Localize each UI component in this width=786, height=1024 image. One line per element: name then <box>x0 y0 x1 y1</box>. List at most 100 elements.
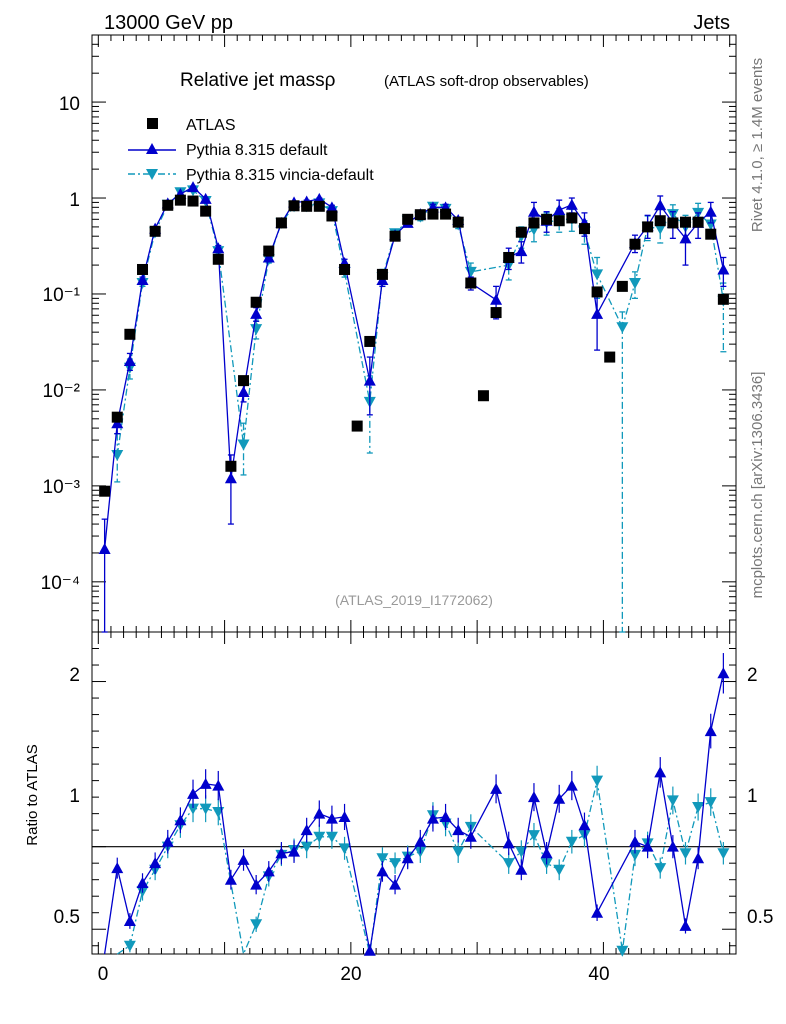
default-ratio-point <box>692 852 705 864</box>
legend-label-atlas: ATLAS <box>186 117 236 134</box>
y-tick-label: 10⁻⁴ <box>41 573 80 594</box>
default-ratio-point <box>275 847 288 859</box>
vincia-point <box>616 322 629 334</box>
axis-ticks <box>92 34 736 954</box>
side-label-top: Rivet 4.1.0, ≥ 1.4M events <box>749 58 766 232</box>
default-ratio-point <box>654 766 667 778</box>
atlas-point <box>515 226 527 238</box>
legend-marker-vincia <box>146 169 158 180</box>
atlas-point <box>212 253 224 265</box>
vincia-ratio-point <box>313 831 326 843</box>
default-point <box>111 417 124 429</box>
vincia-ratio-point <box>376 853 389 865</box>
atlas-point <box>591 286 603 298</box>
ratio-y-tick-labels-left: 0.5 1 2 <box>54 665 80 928</box>
default-ratio-point <box>540 847 553 859</box>
x-tick-labels: 0 20 40 <box>98 964 610 985</box>
watermark: (ATLAS_2019_I1772062) <box>335 592 493 608</box>
vincia-ratio-point <box>452 846 465 858</box>
ratio-tick-label: 1 <box>747 786 758 807</box>
default-ratio-point <box>389 878 402 890</box>
default-ratio-point <box>717 667 730 679</box>
vincia-ratio-point <box>187 803 200 815</box>
default-ratio-point <box>591 906 604 918</box>
default-point <box>98 542 111 554</box>
vincia-ratio-point <box>628 849 641 861</box>
default-point <box>123 355 136 367</box>
default-ratio-point <box>527 791 540 803</box>
vincia-ratio-point <box>692 802 705 814</box>
vincia-ratio-point <box>250 919 263 931</box>
default-ratio-point <box>502 837 515 849</box>
ratio-tick-label: 0.5 <box>54 907 80 928</box>
default-point <box>136 273 149 285</box>
default-ratio-point <box>174 814 187 826</box>
default-ratio-point <box>628 835 641 847</box>
chart-subtitle: (ATLAS soft-drop observables) <box>384 73 589 90</box>
atlas-point <box>578 223 590 235</box>
atlas-point <box>162 199 174 211</box>
default-ratio-point <box>161 835 174 847</box>
atlas-point <box>174 194 186 206</box>
chart-title: Relative jet massρ <box>180 70 336 91</box>
default-ratio-point <box>224 873 237 885</box>
default-ratio-point <box>313 807 326 819</box>
x-tick-label: 40 <box>588 964 609 985</box>
atlas-point <box>465 277 477 289</box>
atlas-point <box>200 205 212 217</box>
vincia-ratio-point <box>502 858 515 870</box>
default-ratio-point <box>111 862 124 874</box>
y-tick-label: 10 <box>59 94 80 115</box>
atlas-point <box>301 200 313 212</box>
side-label-bottom: mcplots.cern.ch [arXiv:1306.3436] <box>749 372 766 599</box>
atlas-point <box>250 296 262 308</box>
vincia-ratio-point <box>704 797 717 809</box>
atlas-point <box>616 280 628 292</box>
default-point <box>325 201 338 213</box>
default-ratio-point <box>199 777 212 789</box>
ratio-tick-label: 2 <box>747 665 758 686</box>
vincia-point <box>704 219 717 231</box>
vincia-point <box>628 278 641 290</box>
atlas-point <box>642 221 654 233</box>
default-ratio-point <box>666 840 679 852</box>
default-point <box>527 205 540 217</box>
x-tick-label: 0 <box>98 964 109 985</box>
atlas-point <box>402 213 414 225</box>
vincia-ratio-point <box>616 945 629 957</box>
header-left: 13000 GeV pp <box>104 12 233 34</box>
default-point <box>250 307 263 319</box>
vincia-ratio-point <box>199 803 212 815</box>
default-point <box>212 242 225 254</box>
legend: ATLAS Pythia 8.315 default Pythia 8.315 … <box>128 117 374 184</box>
default-ratio-point <box>704 725 717 737</box>
y-tick-label: 1 <box>69 190 80 211</box>
atlas-point <box>124 328 136 340</box>
atlas-point <box>339 263 351 275</box>
atlas-point <box>351 420 363 432</box>
vincia-ratio-point <box>325 831 338 843</box>
default-point <box>704 205 717 217</box>
atlas-point <box>477 390 489 402</box>
vincia-ratio-point <box>123 940 136 952</box>
vincia-ratio-point <box>654 863 667 875</box>
atlas-point <box>137 263 149 275</box>
default-ratio-point <box>300 824 313 836</box>
default-ratio-point <box>250 878 263 890</box>
default-point <box>591 307 604 319</box>
legend-marker-default <box>146 143 158 154</box>
atlas-point <box>566 212 578 224</box>
atlas-point <box>452 216 464 228</box>
atlas-point <box>364 335 376 347</box>
default-ratio-point <box>426 812 439 824</box>
atlas-point <box>99 485 111 497</box>
atlas-point <box>326 210 338 222</box>
default-point <box>717 263 730 275</box>
default-ratio-point <box>439 810 452 822</box>
default-point <box>490 293 503 305</box>
atlas-point <box>553 215 565 227</box>
vincia-ratio-point <box>565 836 578 848</box>
atlas-point <box>414 209 426 221</box>
atlas-point <box>541 213 553 225</box>
